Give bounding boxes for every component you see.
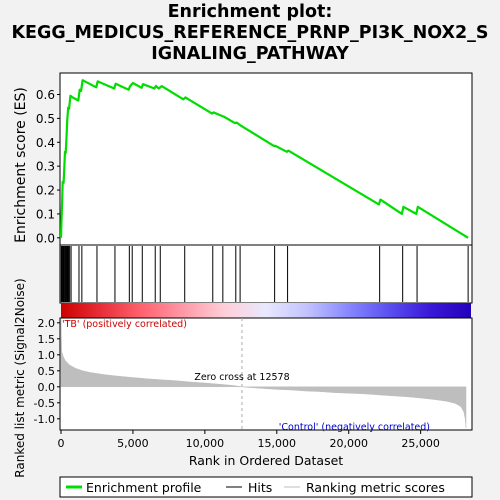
es-tick-label-5: 0.5 bbox=[36, 112, 55, 126]
metric-panel bbox=[59, 317, 473, 431]
metric-tick-label-5: -0.5 bbox=[34, 397, 55, 410]
x-tick-label-3: 15,000 bbox=[258, 437, 297, 450]
metric-tick-label-2: 1.0 bbox=[38, 349, 56, 362]
es-tick-label-2: 0.2 bbox=[36, 184, 55, 198]
metric-tick-label-4: 0.0 bbox=[38, 381, 56, 394]
es-tick-label-3: 0.3 bbox=[36, 160, 55, 174]
negative-correlation-label: 'Control' (negatively correlated) bbox=[279, 422, 430, 433]
enrichment-curve bbox=[59, 79, 469, 239]
legend-box bbox=[59, 476, 473, 498]
es-tick-label-4: 0.4 bbox=[36, 136, 55, 150]
metric-area bbox=[60, 319, 467, 428]
plot-title: Enrichment plot: KEGG_MEDICUS_REFERENCE_… bbox=[0, 2, 500, 65]
hits-panel bbox=[59, 244, 473, 304]
es-tick-label-6: 0.6 bbox=[36, 88, 55, 102]
es-tick-label-0: 0.0 bbox=[36, 231, 55, 245]
legend-es-label: Enrichment profile bbox=[86, 480, 202, 495]
rank-gradient-bar bbox=[61, 303, 471, 318]
es-axis-label: Enrichment score (ES) bbox=[13, 87, 29, 243]
metric-tick-label-6: -1.0 bbox=[34, 413, 55, 426]
x-tick-label-4: 20,000 bbox=[329, 437, 368, 450]
metric-axis-label: Ranked list metric (Signal2Noise) bbox=[13, 278, 27, 477]
zero-cross-label: Zero cross at 12578 bbox=[194, 372, 289, 383]
positive-correlation-label: 'TB' (positively correlated) bbox=[62, 319, 187, 330]
title-line-3: IGNALING_PATHWAY bbox=[151, 44, 349, 64]
metric-tick-label-0: 2.0 bbox=[38, 317, 56, 330]
x-tick-label-5: 25,000 bbox=[401, 437, 440, 450]
es-tick-label-1: 0.1 bbox=[36, 207, 55, 221]
x-tick-label-1: 5,000 bbox=[117, 437, 149, 450]
x-tick-label-2: 10,000 bbox=[186, 437, 225, 450]
x-axis-label: Rank in Ordered Dataset bbox=[189, 453, 343, 468]
legend-hits-label: Hits bbox=[248, 480, 272, 495]
es-panel bbox=[59, 72, 473, 246]
title-line-1: Enrichment plot: bbox=[167, 2, 333, 22]
metric-tick-label-3: 0.5 bbox=[38, 365, 56, 378]
legend-metric-label: Ranking metric scores bbox=[306, 480, 445, 495]
metric-tick-label-1: 1.5 bbox=[38, 333, 56, 346]
title-line-2: KEGG_MEDICUS_REFERENCE_PRNP_PI3K_NOX2_S bbox=[11, 23, 489, 43]
x-tick-label-0: 0 bbox=[58, 437, 65, 450]
